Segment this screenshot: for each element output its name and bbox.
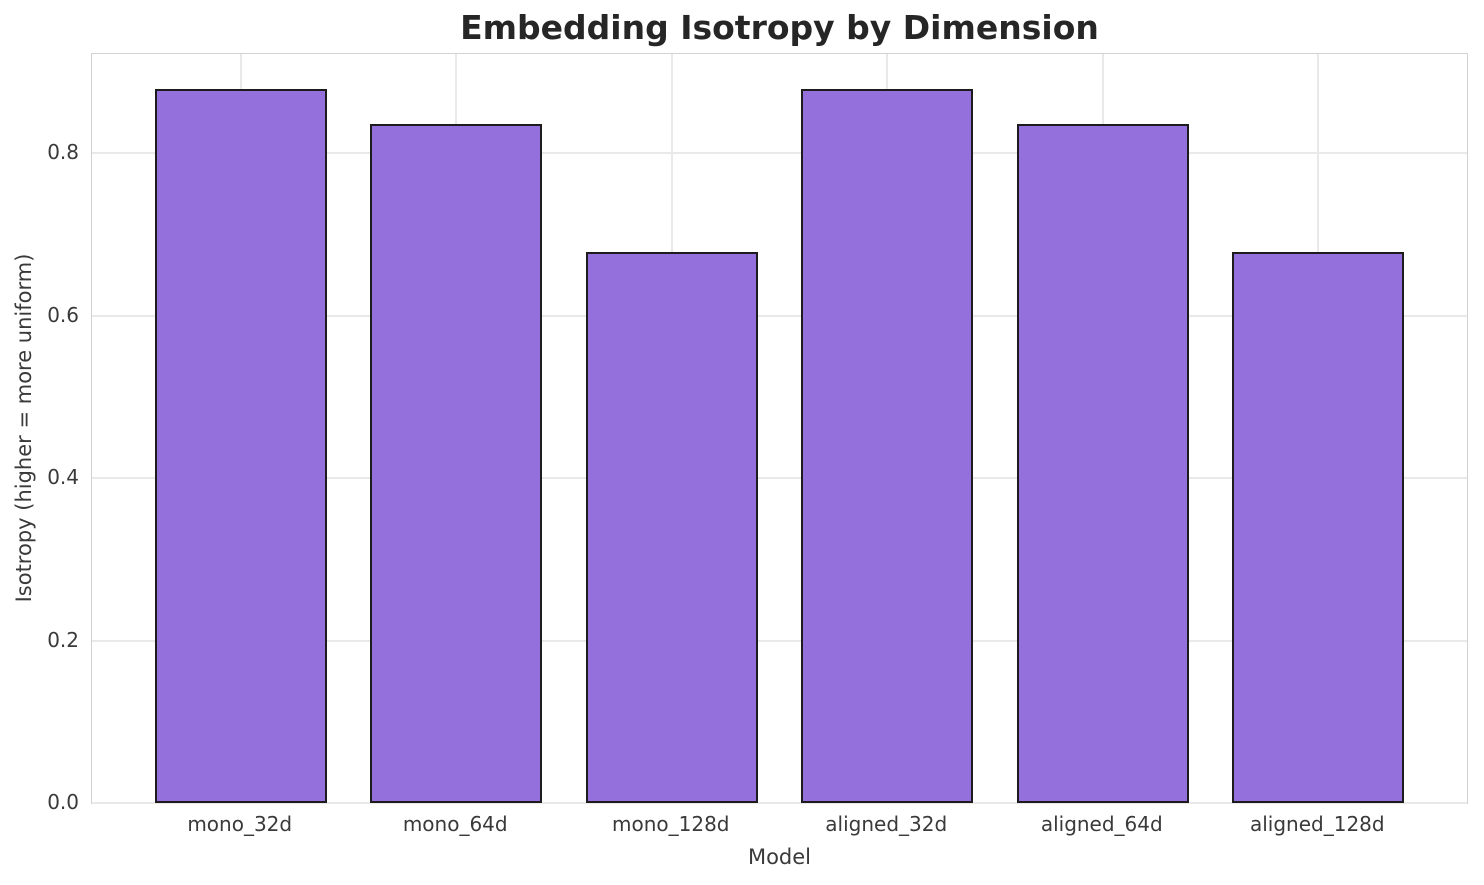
x-axis-label: Model xyxy=(747,845,812,869)
x-tick-label: aligned_128d xyxy=(1249,812,1385,836)
horizontal-gridline xyxy=(92,152,1467,155)
y-tick-label: 0.4 xyxy=(47,465,79,490)
x-axis-ticks: mono_32d mono_64d mono_128d aligned_32d alig… xyxy=(91,812,1468,838)
horizontal-gridline xyxy=(92,802,1467,804)
horizontal-gridline xyxy=(92,314,1467,317)
y-axis-ticks: 0.0 0.2 0.4 0.6 0.8 xyxy=(0,53,79,812)
x-tick-label: mono_128d xyxy=(611,812,730,836)
y-tick-label: 0.0 xyxy=(47,790,79,814)
bars-layer xyxy=(92,54,1467,803)
bar-aligned_32d xyxy=(801,88,974,803)
x-tick-label: mono_32d xyxy=(187,812,293,836)
y-tick-label: 0.2 xyxy=(47,627,79,652)
bar-mono_128d xyxy=(585,252,758,803)
plot-area xyxy=(91,53,1468,804)
x-tick-label: aligned_32d xyxy=(825,812,948,836)
bar-aligned_64d xyxy=(1016,123,1189,803)
y-tick-label: 0.6 xyxy=(47,302,79,327)
bar-mono_32d xyxy=(154,88,327,803)
bar-aligned_128d xyxy=(1232,252,1405,803)
x-tick-label: mono_64d xyxy=(402,812,508,836)
chart-title: Embedding Isotropy by Dimension xyxy=(460,8,1099,47)
x-tick-label: aligned_64d xyxy=(1040,812,1163,836)
horizontal-gridline xyxy=(92,639,1467,642)
y-tick-label: 0.8 xyxy=(47,140,79,165)
horizontal-gridline xyxy=(92,477,1467,480)
bar-mono_64d xyxy=(370,123,543,803)
